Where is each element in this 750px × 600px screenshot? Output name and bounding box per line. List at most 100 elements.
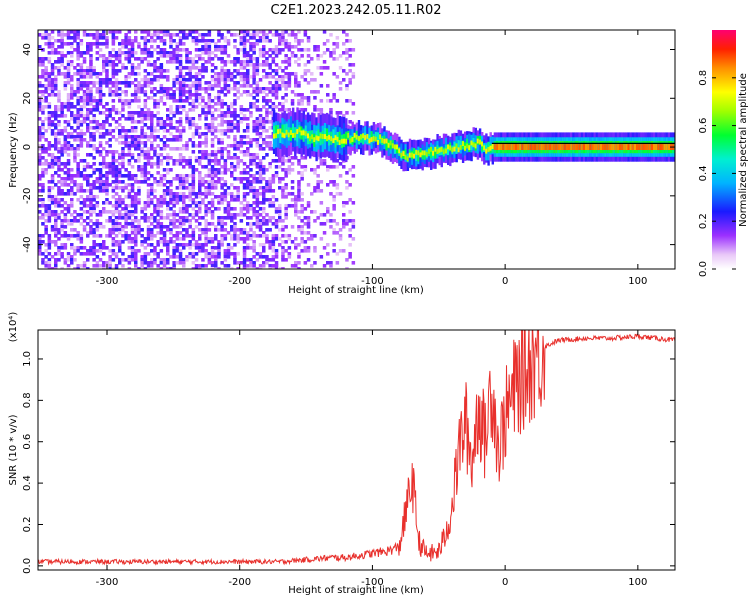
heatmap-cell bbox=[82, 51, 87, 55]
heatmap-cell bbox=[191, 261, 196, 265]
heatmap-cell bbox=[143, 219, 148, 223]
heatmap-cell bbox=[198, 48, 202, 52]
heatmap-cell bbox=[198, 174, 202, 178]
doppler-track-segment bbox=[625, 144, 628, 150]
heatmap-cell bbox=[98, 225, 103, 229]
heatmap-cell bbox=[204, 252, 208, 256]
heatmap-cell bbox=[210, 78, 215, 82]
heatmap-cell bbox=[281, 189, 285, 193]
heatmap-cell bbox=[118, 123, 122, 127]
heatmap-cell bbox=[137, 138, 141, 142]
heatmap-cell bbox=[98, 153, 103, 157]
heatmap-cell bbox=[89, 81, 93, 85]
heatmap-cell bbox=[249, 42, 253, 46]
heatmap-cell bbox=[98, 171, 103, 175]
heatmap-cell bbox=[137, 84, 141, 88]
heatmap-cell bbox=[204, 87, 208, 91]
heatmap-cell bbox=[262, 99, 266, 103]
heatmap-cell bbox=[236, 261, 240, 265]
heatmap-cell bbox=[300, 39, 304, 43]
heatmap-cell bbox=[178, 207, 183, 211]
heatmap-cell bbox=[313, 78, 317, 82]
doppler-track-segment bbox=[408, 150, 412, 168]
doppler-track-segment bbox=[298, 127, 301, 133]
heatmap-cell bbox=[278, 33, 282, 37]
heatmap-cell bbox=[194, 93, 199, 97]
heatmap-cell bbox=[300, 165, 304, 169]
heatmap-cell bbox=[114, 93, 119, 97]
heatmap-cell bbox=[194, 195, 199, 199]
heatmap-cell bbox=[169, 147, 173, 151]
heatmap-cell bbox=[198, 246, 202, 250]
heatmap-cell bbox=[130, 42, 135, 46]
heatmap-cell bbox=[89, 42, 93, 46]
doppler-track-segment bbox=[425, 151, 429, 157]
heatmap-cell bbox=[204, 231, 208, 235]
heatmap-cell bbox=[198, 216, 202, 220]
heatmap-cell bbox=[226, 264, 231, 268]
heatmap-cell bbox=[95, 123, 100, 127]
heatmap-cell bbox=[348, 234, 352, 238]
heatmap-cell bbox=[95, 219, 100, 223]
heatmap-cell bbox=[121, 198, 125, 202]
heatmap-cell bbox=[114, 240, 119, 244]
heatmap-cell bbox=[207, 210, 212, 214]
heatmap-cell bbox=[326, 84, 330, 88]
heatmap-cell bbox=[50, 51, 55, 55]
heatmap-cell bbox=[143, 105, 148, 109]
heatmap-cell bbox=[223, 210, 228, 214]
heatmap-cell bbox=[178, 186, 183, 190]
heatmap-cell bbox=[63, 141, 68, 145]
heatmap-cell bbox=[89, 207, 93, 211]
heatmap-cell bbox=[332, 51, 336, 55]
heatmap-cell bbox=[255, 189, 260, 193]
heatmap-cell bbox=[198, 201, 202, 205]
heatmap-cell bbox=[246, 33, 250, 37]
heatmap-cell bbox=[79, 171, 84, 175]
heatmap-cell bbox=[236, 156, 240, 160]
heatmap-cell bbox=[86, 180, 90, 184]
heatmap-cell bbox=[143, 150, 148, 154]
heatmap-cell bbox=[287, 156, 292, 160]
heatmap-cell bbox=[86, 48, 90, 52]
heatmap-cell bbox=[146, 261, 151, 265]
heatmap-cell bbox=[271, 180, 276, 184]
heatmap-cell bbox=[76, 48, 80, 52]
heatmap-cell bbox=[159, 126, 164, 130]
heatmap-cell bbox=[124, 183, 128, 187]
heatmap-cell bbox=[223, 81, 228, 85]
heatmap-cell bbox=[281, 105, 285, 109]
heatmap-cell bbox=[63, 150, 68, 154]
heatmap-cell bbox=[329, 225, 333, 229]
heatmap-cell bbox=[172, 57, 176, 61]
heatmap-cell bbox=[79, 264, 84, 268]
doppler-track-segment bbox=[578, 144, 582, 150]
heatmap-cell bbox=[239, 261, 244, 265]
heatmap-cell bbox=[60, 243, 64, 247]
heatmap-cell bbox=[73, 249, 77, 253]
heatmap-cell bbox=[226, 186, 231, 190]
heatmap-cell bbox=[114, 177, 119, 181]
heatmap-cell bbox=[156, 144, 160, 148]
heatmap-cell bbox=[217, 240, 221, 244]
heatmap-cell bbox=[265, 183, 269, 187]
heatmap-cell bbox=[143, 252, 148, 256]
heatmap-cell bbox=[223, 216, 228, 220]
doppler-track-segment bbox=[300, 130, 303, 136]
heatmap-cell bbox=[178, 120, 183, 124]
heatmap-cell bbox=[188, 66, 192, 70]
heatmap-cell bbox=[194, 132, 199, 136]
heatmap-cell bbox=[156, 219, 160, 223]
heatmap-cell bbox=[246, 258, 250, 262]
heatmap-cell bbox=[204, 153, 208, 157]
heatmap-cell bbox=[191, 30, 196, 34]
heatmap-cell bbox=[178, 30, 183, 34]
heatmap-cell bbox=[137, 267, 141, 269]
heatmap-cell bbox=[95, 51, 100, 55]
heatmap-cell bbox=[175, 120, 180, 124]
heatmap-cell bbox=[79, 129, 84, 133]
heatmap-cell bbox=[175, 111, 180, 115]
heatmap-cell bbox=[214, 255, 218, 259]
heatmap-cell bbox=[63, 114, 68, 118]
heatmap-cell bbox=[108, 87, 112, 91]
